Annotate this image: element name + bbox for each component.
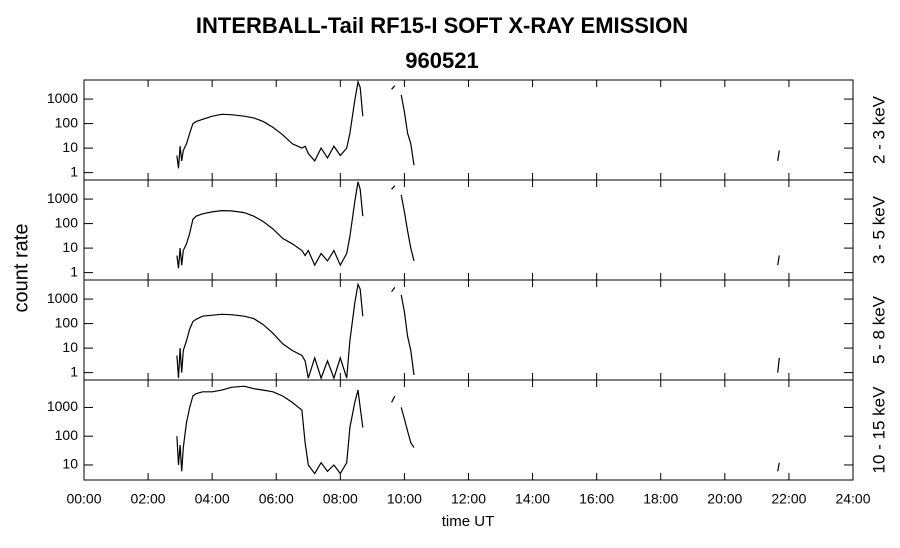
data-line: [176, 385, 780, 475]
panel-frame: [83, 179, 854, 281]
x-tick-label: 18:00: [643, 491, 678, 507]
y-tick-label: 10: [62, 456, 78, 472]
x-axis-label: time UT: [442, 513, 495, 530]
x-tick-label: 06:00: [259, 491, 294, 507]
panel-frame: [83, 79, 854, 181]
y-tick-label: 100: [55, 427, 79, 443]
x-tick-label: 00:00: [66, 491, 101, 507]
x-tick-label: 20:00: [707, 491, 742, 507]
y-tick-label: 1000: [47, 90, 78, 106]
panel-label: 2 - 3 keV: [869, 95, 888, 164]
x-tick-label: 24:00: [835, 491, 870, 507]
x-tick-label: 16:00: [579, 491, 614, 507]
y-tick-label: 1000: [47, 190, 78, 206]
y-tick-label: 100: [55, 114, 79, 130]
panel-frame: [83, 279, 854, 381]
y-tick-label: 1: [70, 163, 78, 179]
x-tick-label: 14:00: [515, 491, 550, 507]
panel-label: 10 - 15 keV: [869, 386, 888, 474]
panel-label: 5 - 8 keV: [869, 295, 888, 364]
y-tick-label: 1: [70, 263, 78, 279]
y-tick-label: 1000: [47, 290, 78, 306]
x-tick-label: 10:00: [387, 491, 422, 507]
panel-frame: [83, 379, 854, 481]
y-tick-label: 1: [70, 363, 78, 379]
y-tick-label: 1000: [47, 398, 78, 414]
x-tick-label: 22:00: [771, 491, 806, 507]
y-tick-label: 10: [62, 139, 78, 155]
data-line: [176, 181, 780, 269]
x-tick-label: 08:00: [323, 491, 358, 507]
y-tick-label: 100: [55, 314, 79, 330]
y-tick-label: 10: [62, 239, 78, 255]
data-line: [176, 79, 780, 169]
y-tick-label: 100: [55, 214, 79, 230]
x-tick-label: 02:00: [131, 491, 166, 507]
y-tick-label: 10: [62, 339, 78, 355]
y-axis-label: count rate: [10, 224, 32, 313]
panel-label: 3 - 5 keV: [869, 195, 888, 264]
chart-subtitle: 960521: [405, 48, 478, 73]
data-line: [176, 282, 780, 380]
x-tick-label: 04:00: [195, 491, 230, 507]
chart-title: INTERBALL-Tail RF15-I SOFT X-RAY EMISSIO…: [196, 13, 688, 38]
x-tick-label: 12:00: [451, 491, 486, 507]
